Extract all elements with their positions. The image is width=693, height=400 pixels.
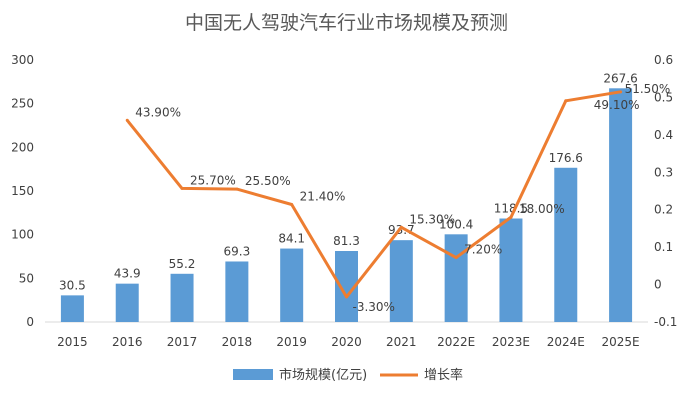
bar-data-label: 84.1: [278, 232, 305, 246]
growth-data-label: 43.90%: [135, 105, 181, 119]
growth-data-label: 7.20%: [464, 243, 502, 257]
growth-data-label: 15.30%: [409, 212, 455, 226]
y-left-tick-label: 250: [11, 97, 34, 111]
x-tick-label: 2022E: [437, 335, 475, 349]
bar: [170, 273, 194, 322]
y-left-tick-label: 100: [11, 228, 34, 242]
bar-data-label: 43.9: [114, 267, 141, 281]
x-tick-label: 2018: [222, 335, 253, 349]
bar-data-label: 81.3: [333, 234, 360, 248]
bar-data-label: 176.6: [549, 151, 583, 165]
chart-title: 中国无人驾驶汽车行业市场规模及预测: [184, 12, 508, 34]
x-tick-label: 2023E: [492, 335, 530, 349]
y-left-tick-label: 0: [26, 315, 34, 329]
legend-swatch-bar: [233, 369, 273, 380]
x-tick-label: 2021: [386, 335, 417, 349]
growth-point: [509, 215, 513, 219]
bar-data-label: 30.5: [59, 278, 86, 292]
x-tick-label: 2024E: [547, 335, 585, 349]
bar: [115, 283, 139, 322]
y-left-tick-label: 50: [19, 271, 34, 285]
growth-data-label: 49.10%: [594, 98, 640, 112]
x-tick-label: 2017: [167, 335, 198, 349]
y-right-tick-label: -0.1: [654, 315, 677, 329]
growth-point: [345, 295, 348, 299]
y-left-tick-label: 150: [11, 184, 34, 198]
legend-label-line: 增长率: [424, 367, 463, 383]
growth-data-label: 21.40%: [300, 189, 346, 203]
y-left-tick-label: 200: [11, 140, 34, 154]
x-tick-label: 2019: [276, 335, 307, 349]
bar: [280, 248, 304, 322]
bar: [60, 295, 84, 322]
y-right-tick-label: 0: [654, 278, 662, 292]
bar: [444, 234, 468, 322]
bar-data-label: 55.2: [169, 257, 196, 271]
growth-point: [619, 90, 623, 94]
bar-data-label: 118.5: [494, 202, 528, 216]
x-tick-label: 2015: [57, 335, 88, 349]
growth-point: [290, 202, 294, 206]
growth-data-label: 18.00%: [519, 202, 565, 216]
bar: [554, 167, 578, 322]
y-right-tick-label: 0.6: [654, 53, 673, 67]
y-right-tick-label: 0.4: [654, 128, 673, 142]
bar: [609, 88, 633, 323]
growth-data-label: -3.30%: [353, 300, 395, 314]
bar-data-label: 267.6: [603, 71, 637, 85]
growth-line: [126, 90, 621, 299]
growth-point: [454, 256, 458, 260]
bar-data-label: 100.4: [439, 217, 473, 231]
y-right-tick-label: 0.1: [654, 240, 673, 254]
legend-label-bar: 市场规模(亿元): [279, 367, 367, 383]
growth-data-label: 51.50%: [625, 82, 671, 96]
y-right-tick-label: 0.2: [654, 203, 673, 217]
bar: [225, 261, 249, 322]
growth-data-label: 25.50%: [245, 174, 291, 188]
x-tick-label: 2020: [331, 335, 362, 349]
y-left-tick-label: 300: [11, 53, 34, 67]
y-right-tick-label: 0.3: [654, 165, 673, 179]
bar-data-label: 69.3: [224, 244, 251, 258]
bar: [499, 218, 523, 322]
bar: [389, 240, 413, 322]
growth-point: [180, 186, 184, 190]
bar: [335, 250, 358, 322]
y-right-tick-label: 0.5: [654, 90, 673, 104]
x-tick-label: 2016: [112, 335, 143, 349]
x-tick-label: 2025E: [602, 335, 640, 349]
growth-point: [564, 99, 568, 103]
growth-data-label: 25.70%: [190, 173, 236, 187]
growth-point: [125, 118, 129, 122]
growth-point: [399, 225, 403, 229]
growth-point: [235, 187, 239, 191]
